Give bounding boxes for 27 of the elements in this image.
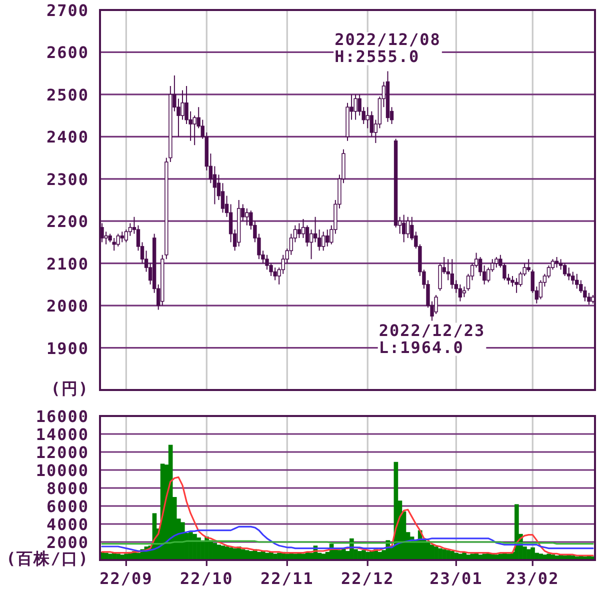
y-axis-title: (円) [50,379,89,398]
x-tick-label: 23/01 [430,569,483,588]
y-tick-label: 16000 [36,407,89,426]
y-axis-title: (百株/口) [6,549,89,568]
y-tick-label: 4000 [46,515,89,534]
x-tick-label: 23/02 [506,569,560,588]
y-tick-label: 2000 [46,296,89,316]
annotation: 2022/12/23 L:1964.0 [378,320,486,357]
y-tick-label: 2500 [46,85,89,104]
x-tick-label: 22/11 [260,569,314,588]
y-tick-label: 10000 [36,461,89,480]
y-tick-label: 6000 [46,497,89,516]
y-tick-label: 14000 [36,425,89,444]
y-tick-label: 2700 [46,1,89,20]
annotation: 2022/12/08 H:2555.0 [334,30,441,66]
y-tick-label: 8000 [46,479,89,498]
x-tick-label: 22/10 [180,569,234,588]
y-tick-label: 2000 [46,533,89,552]
y-tick-label: 2600 [46,43,89,62]
x-tick-label: 22/09 [100,569,153,588]
x-tick-label: 22/12 [341,569,394,588]
y-tick-label: 1900 [46,338,89,358]
y-tick-label: 12000 [36,443,89,462]
y-tick-label: 2300 [46,170,89,189]
y-tick-label: 2200 [46,212,89,232]
y-tick-label: 2100 [46,254,89,274]
y-tick-label: 2400 [46,128,89,147]
